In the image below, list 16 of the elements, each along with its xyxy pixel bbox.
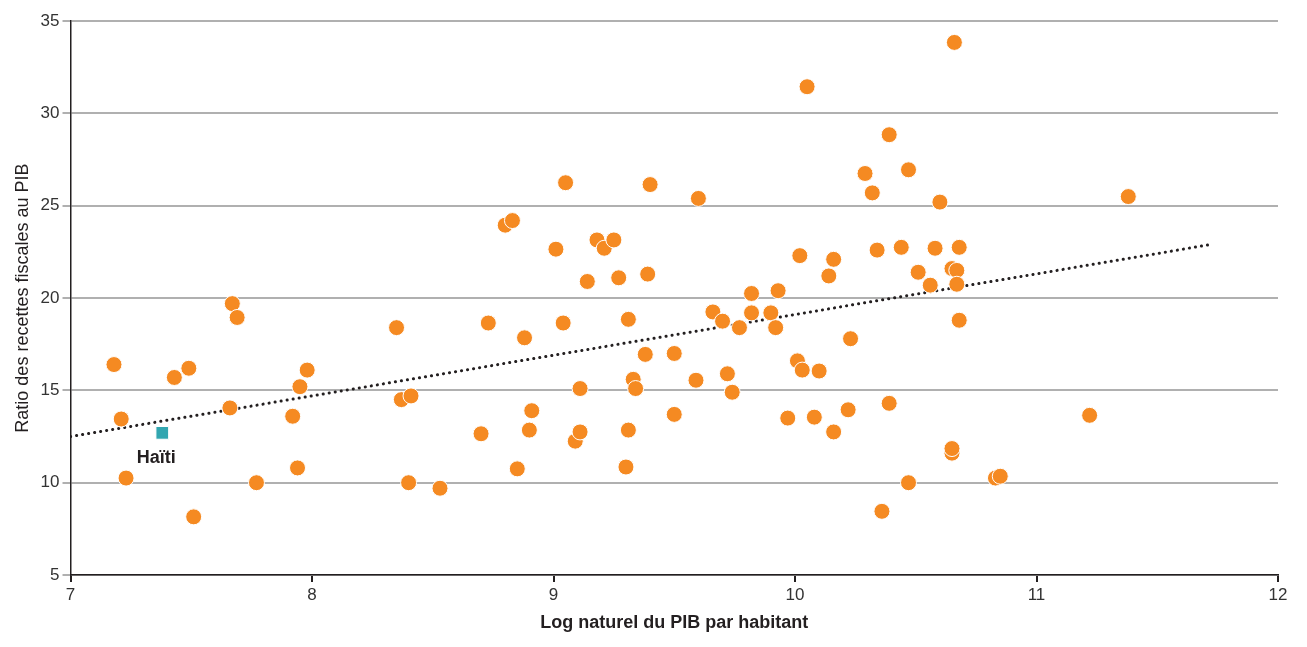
x-tick-label: 11	[1027, 584, 1046, 604]
x-axis-title: Log naturel du PIB par habitant	[540, 612, 809, 633]
y-tick-label: 30	[40, 103, 60, 123]
x-tick-label: 10	[785, 584, 805, 604]
x-tick-label: 8	[307, 584, 317, 604]
x-tick-label: 7	[65, 584, 76, 604]
y-tick-label: 5	[50, 564, 60, 584]
y-tick-label: 25	[40, 195, 60, 215]
y-axis-title: Ratio des recettes fiscales au PIB	[11, 163, 32, 433]
x-tick-label: 12	[1268, 584, 1288, 604]
series-label: Haïti	[136, 446, 176, 467]
y-tick-label: 35	[40, 10, 60, 30]
y-tick-label: 15	[40, 380, 60, 400]
x-tick-label: 9	[548, 584, 559, 604]
y-tick-label: 10	[40, 472, 60, 492]
y-tick-label: 20	[40, 287, 60, 307]
